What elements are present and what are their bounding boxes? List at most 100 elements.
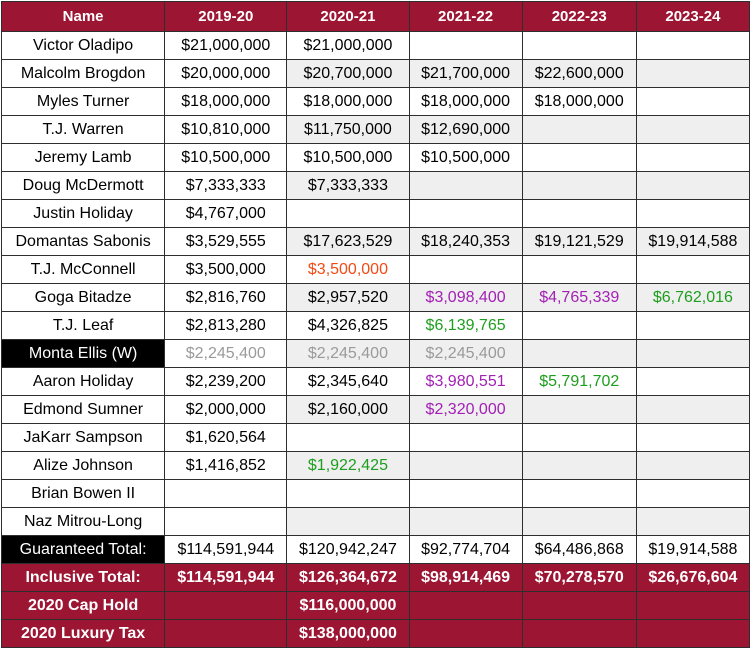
player-row: Victor Oladipo $21,000,000 $21,000,000 xyxy=(0,31,751,60)
salary-cell xyxy=(635,451,751,480)
salary-cell: $5,791,702 xyxy=(521,367,637,396)
salary-cell xyxy=(521,115,637,144)
player-name: JaKarr Sampson xyxy=(0,423,166,452)
luxury-tax-cell xyxy=(408,619,523,648)
salary-cell xyxy=(521,31,637,60)
player-name: Victor Oladipo xyxy=(0,31,166,60)
salary-cell xyxy=(635,423,751,452)
cap-hold-cell xyxy=(408,591,523,620)
salary-cell: $18,000,000 xyxy=(164,87,288,116)
salary-cell: $10,500,000 xyxy=(286,143,410,172)
salary-cell: $19,914,588 xyxy=(635,227,751,256)
salary-cell: $19,121,529 xyxy=(521,227,637,256)
salary-cell xyxy=(286,479,410,508)
cap-hold-cell: $116,000,000 xyxy=(286,591,410,620)
header-2019-20: 2019-20 xyxy=(164,1,288,32)
cap-hold-cell xyxy=(164,591,288,620)
player-name: Justin Holiday xyxy=(0,199,166,228)
player-name: Malcolm Brogdon xyxy=(0,59,166,88)
player-name: Doug McDermott xyxy=(0,171,166,200)
salary-cell: $4,765,339 xyxy=(521,283,637,312)
guaranteed-total-cell: $64,486,868 xyxy=(521,535,637,564)
salary-cell: $10,500,000 xyxy=(408,143,523,172)
salary-cell: $2,160,000 xyxy=(286,395,410,424)
luxury-tax-row: 2020 Luxury Tax $138,000,000 xyxy=(0,619,751,648)
salary-cell xyxy=(408,171,523,200)
inclusive-total-cell: $98,914,469 xyxy=(408,563,523,592)
player-name: Jeremy Lamb xyxy=(0,143,166,172)
salary-cell: $12,690,000 xyxy=(408,115,523,144)
guaranteed-total-cell: $120,942,247 xyxy=(286,535,410,564)
salary-cell: $10,500,000 xyxy=(164,143,288,172)
salary-cell xyxy=(521,451,637,480)
salary-cell xyxy=(521,423,637,452)
salary-cell xyxy=(635,311,751,340)
salary-cell: $2,813,280 xyxy=(164,311,288,340)
cap-hold-label: 2020 Cap Hold xyxy=(0,591,166,620)
salary-cell xyxy=(521,395,637,424)
salary-cell xyxy=(635,87,751,116)
salary-cell: $2,320,000 xyxy=(408,395,523,424)
player-row: T.J. Leaf $2,813,280 $4,326,825 $6,139,765 xyxy=(0,311,751,340)
salary-cell: $1,620,564 xyxy=(164,423,288,452)
luxury-tax-cell xyxy=(521,619,637,648)
salary-cell xyxy=(635,395,751,424)
salary-cell xyxy=(164,507,288,536)
salary-cell: $2,345,640 xyxy=(286,367,410,396)
player-row: JaKarr Sampson $1,620,564 xyxy=(0,423,751,452)
salary-cell xyxy=(521,311,637,340)
salary-cell xyxy=(635,59,751,88)
player-row: Justin Holiday $4,767,000 xyxy=(0,199,751,228)
guaranteed-total-cell: $114,591,944 xyxy=(164,535,288,564)
salary-cell xyxy=(521,255,637,284)
player-name: Aaron Holiday xyxy=(0,367,166,396)
salary-cell: $2,239,200 xyxy=(164,367,288,396)
player-name: Monta Ellis (W) xyxy=(0,339,166,368)
salary-cell xyxy=(408,507,523,536)
salary-cell: $2,000,000 xyxy=(164,395,288,424)
guaranteed-total-label: Guaranteed Total: xyxy=(0,535,166,564)
salary-cell: $4,767,000 xyxy=(164,199,288,228)
salary-cell xyxy=(408,31,523,60)
salary-cell: $6,762,016 xyxy=(635,283,751,312)
player-row: Goga Bitadze $2,816,760 $2,957,520 $3,098,4… xyxy=(0,283,751,312)
salary-cell xyxy=(408,199,523,228)
salary-cell: $21,000,000 xyxy=(286,31,410,60)
salary-cell: $7,333,333 xyxy=(164,171,288,200)
player-row: Malcolm Brogdon $20,000,000 $20,700,000 $21… xyxy=(0,59,751,88)
salary-cell xyxy=(635,255,751,284)
salary-cell: $3,980,551 xyxy=(408,367,523,396)
guaranteed-total-row: Guaranteed Total: $114,591,944 $120,942,… xyxy=(0,535,751,564)
salary-cell: $18,000,000 xyxy=(286,87,410,116)
player-row: Brian Bowen II xyxy=(0,479,751,508)
salary-cell: $20,700,000 xyxy=(286,59,410,88)
player-rows: Victor Oladipo $21,000,000 $21,000,000 Malc… xyxy=(0,31,751,536)
header-2023-24: 2023-24 xyxy=(635,1,751,32)
salary-cell: $3,098,400 xyxy=(408,283,523,312)
salary-cell xyxy=(521,479,637,508)
salary-cell: $7,333,333 xyxy=(286,171,410,200)
player-row: T.J. McConnell $3,500,000 $3,500,000 xyxy=(0,255,751,284)
salary-cell: $21,700,000 xyxy=(408,59,523,88)
header-2020-21: 2020-21 xyxy=(286,1,410,32)
player-row: Domantas Sabonis $3,529,555 $17,623,529 $18… xyxy=(0,227,751,256)
salary-cell xyxy=(408,479,523,508)
guaranteed-total-cell: $92,774,704 xyxy=(408,535,523,564)
player-row: Edmond Sumner $2,000,000 $2,160,000 $2,320,… xyxy=(0,395,751,424)
salary-cell xyxy=(635,367,751,396)
player-name: Myles Turner xyxy=(0,87,166,116)
player-name: Naz Mitrou-Long xyxy=(0,507,166,536)
salary-cell xyxy=(635,115,751,144)
player-row: T.J. Warren $10,810,000 $11,750,000 $12,690… xyxy=(0,115,751,144)
player-row: Monta Ellis (W) $2,245,400 $2,245,400 $2,24… xyxy=(0,339,751,368)
salary-cell: $2,245,400 xyxy=(286,339,410,368)
salary-cell: $4,326,825 xyxy=(286,311,410,340)
player-row: Naz Mitrou-Long xyxy=(0,507,751,536)
salary-cell xyxy=(635,143,751,172)
salary-cell xyxy=(521,143,637,172)
salary-cell: $6,139,765 xyxy=(408,311,523,340)
salary-cell: $3,500,000 xyxy=(286,255,410,284)
luxury-tax-cell xyxy=(164,619,288,648)
player-row: Alize Johnson $1,416,852 $1,922,425 xyxy=(0,451,751,480)
salary-cell xyxy=(164,479,288,508)
